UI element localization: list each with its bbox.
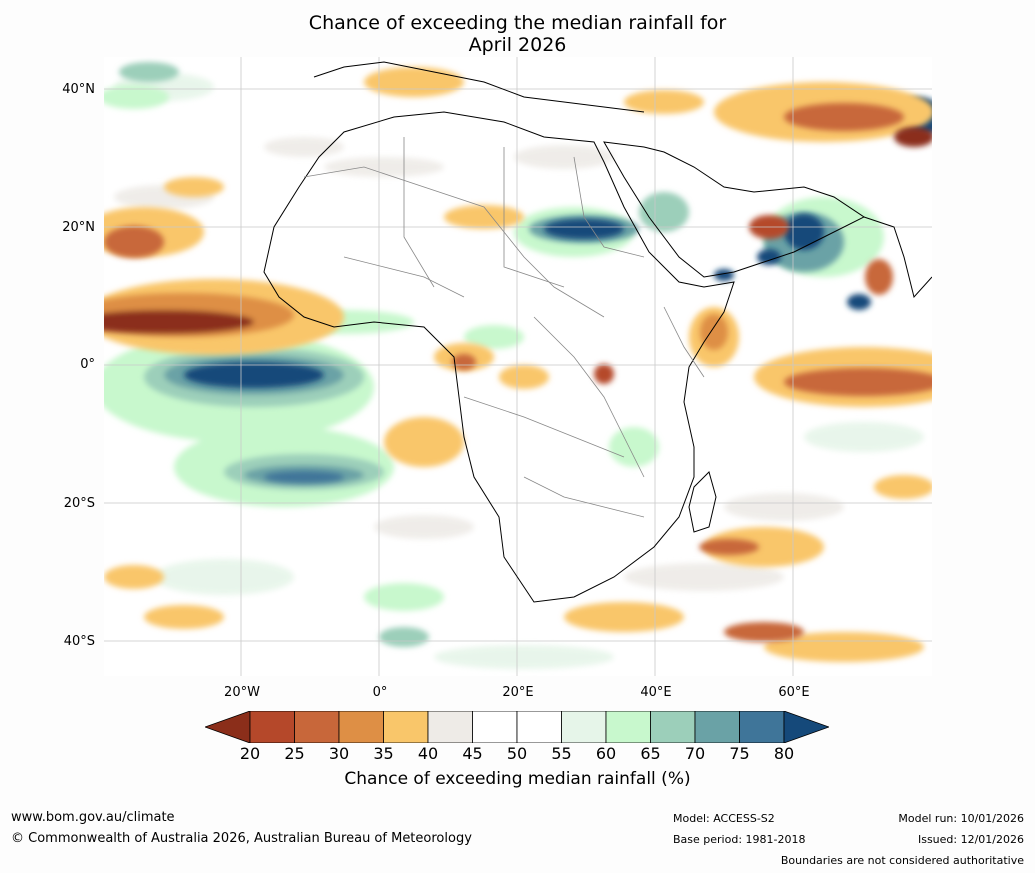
colorbar-segment [650, 711, 696, 743]
base-period: Base period: 1981-2018 [673, 833, 806, 846]
lat-label-40n: 40°N [62, 82, 95, 97]
rainfall-probability-map [104, 57, 932, 676]
colorbar-segment [472, 711, 518, 743]
chart-title-line2: April 2026 [468, 34, 567, 56]
colorbar-extend-low [205, 711, 251, 743]
lat-label-20n: 20°N [62, 220, 95, 235]
colorbar-segment [338, 711, 384, 743]
colorbar-title: Chance of exceeding median rainfall (%) [344, 769, 691, 789]
colorbar-segment [561, 711, 607, 743]
colorbar-tick-label: 20 [239, 744, 261, 763]
lon-label-40e: 40°E [640, 685, 672, 700]
colorbar-tick-label: 25 [284, 744, 305, 763]
colorbar-tick-label: 30 [328, 744, 350, 763]
chart-title-line1: Chance of exceeding the median rainfall … [308, 12, 727, 34]
lon-label-20w: 20°W [224, 685, 260, 700]
colorbar [205, 711, 829, 743]
lat-label-40s: 40°S [63, 634, 95, 649]
lat-label-20s: 20°S [63, 496, 95, 511]
colorbar-tick-label: 55 [551, 744, 572, 763]
model-name: Model: ACCESS-S2 [673, 812, 775, 825]
colorbar-segment [383, 711, 429, 743]
colorbar-tick-label: 40 [417, 744, 439, 763]
copyright-text: © Commonwealth of Australia 2026, Austra… [11, 831, 472, 846]
colorbar-segment [516, 711, 562, 743]
colorbar-tick-label: 50 [506, 744, 528, 763]
colorbar-segment [249, 711, 295, 743]
colorbar-tick-label: 65 [640, 744, 661, 763]
colorbar-segment [294, 711, 340, 743]
lon-label-20e: 20°E [502, 685, 534, 700]
colorbar-tick-label: 80 [773, 744, 795, 763]
colorbar-segment [427, 711, 473, 743]
model-run-date: Model run: 10/01/2026 [898, 812, 1024, 825]
lon-label-60e: 60°E [778, 685, 810, 700]
colorbar-segment [605, 711, 651, 743]
colorbar-segment [694, 711, 740, 743]
website-link[interactable]: www.bom.gov.au/climate [11, 810, 175, 825]
colorbar-extend-high [783, 711, 829, 743]
colorbar-tick-label: 70 [684, 744, 706, 763]
boundaries-disclaimer: Boundaries are not considered authoritat… [780, 854, 1024, 867]
colorbar-tick-label: 60 [595, 744, 617, 763]
lon-label-0: 0° [372, 685, 388, 700]
colorbar-tick-label: 45 [462, 744, 483, 763]
colorbar-segment [739, 711, 785, 743]
colorbar-tick-label: 35 [373, 744, 394, 763]
issued-date: Issued: 12/01/2026 [917, 833, 1024, 846]
colorbar-tick-label: 75 [729, 744, 750, 763]
lat-label-0: 0° [80, 357, 95, 372]
